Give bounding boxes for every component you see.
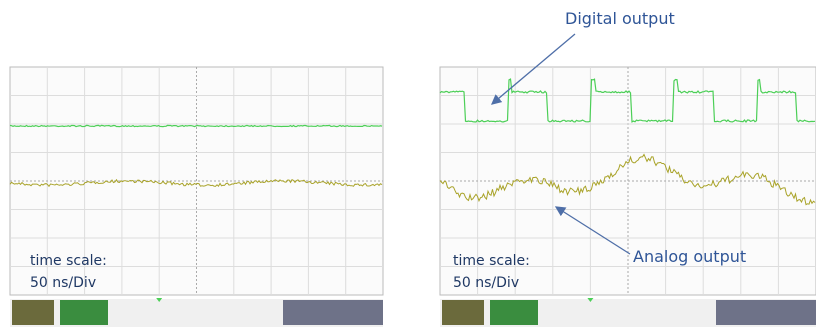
- channel-box: [60, 300, 108, 325]
- info-box: [283, 300, 383, 325]
- channel-box: [442, 300, 484, 325]
- time-label: time scale:: [30, 253, 107, 269]
- figure: time scale: 50 ns/Div time scale: 50 ns/…: [0, 0, 816, 327]
- channel-box: [490, 300, 538, 325]
- annotation: Analog output: [633, 247, 746, 266]
- annotation: Digital output: [565, 9, 675, 28]
- channel-box: [12, 300, 54, 325]
- scale-label: 50 ns/Div: [453, 275, 519, 291]
- info-box: [716, 300, 816, 325]
- time-label: time scale:: [453, 253, 530, 269]
- scale-label: 50 ns/Div: [30, 275, 96, 291]
